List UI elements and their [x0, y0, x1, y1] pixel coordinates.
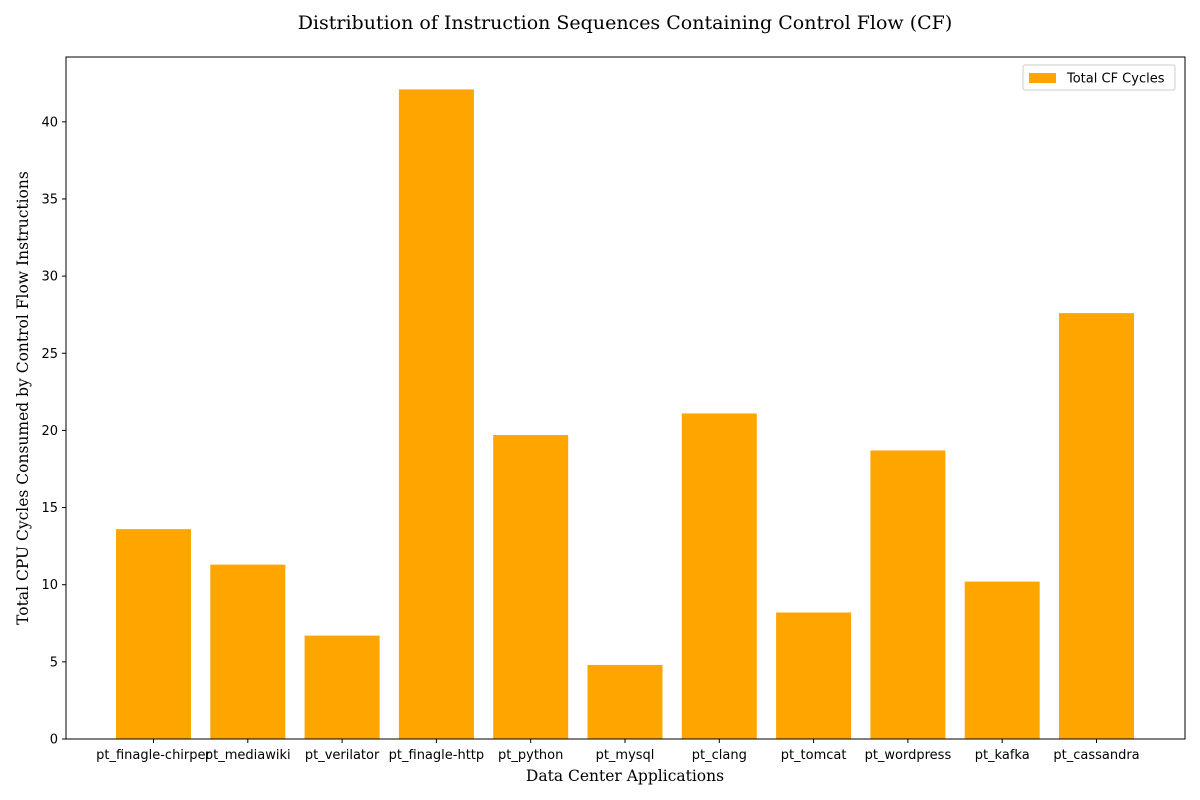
bar-pt_wordpress: [870, 450, 946, 739]
legend-box: [1022, 64, 1176, 91]
x-tick-label: pt_mysql: [596, 748, 655, 763]
x-tick-label: pt_verilator: [305, 748, 380, 763]
bar-pt_finagle-chirper: [116, 529, 191, 739]
y-tick-label: 35: [41, 192, 58, 207]
x-tick-label: pt_wordpress: [865, 748, 952, 763]
x-tick-label: pt_mediawiki: [205, 748, 291, 763]
bars-group: [116, 89, 1134, 740]
x-tick-label: pt_python: [498, 748, 563, 763]
y-tick-label: 5: [50, 655, 58, 670]
y-tick-label: 20: [41, 424, 58, 439]
legend-swatch: [1029, 73, 1056, 83]
bar-pt_cassandra: [1059, 313, 1134, 739]
x-tick-label: pt_tomcat: [781, 748, 847, 763]
bar-pt_python: [493, 435, 569, 739]
bar-pt_finagle-http: [398, 89, 474, 740]
bar-pt_tomcat: [776, 612, 852, 739]
x-tick-label: pt_clang: [692, 748, 747, 763]
y-tick-label: 15: [41, 501, 58, 516]
bar-pt_mysql: [587, 664, 663, 739]
chart-title: Distribution of Instruction Sequences Co…: [298, 12, 953, 34]
y-tick-label: 0: [50, 733, 58, 748]
legend-label: Total CF Cycles: [1066, 72, 1165, 87]
x-tick-label: pt_cassandra: [1053, 748, 1139, 763]
y-tick-label: 30: [41, 270, 58, 285]
y-axis-label: Total CPU Cycles Consumed by Control Flo…: [14, 171, 32, 625]
plot-frame: [65, 56, 1186, 740]
x-tick-label: pt_finagle-http: [389, 748, 484, 763]
x-tick-label: pt_kafka: [975, 748, 1030, 763]
legend: Total CF Cycles: [1022, 64, 1176, 91]
bar-pt_clang: [681, 413, 757, 739]
y-tick-label: 40: [41, 115, 58, 130]
x-axis-label: Data Center Applications: [526, 767, 724, 785]
bar-pt_mediawiki: [210, 564, 286, 739]
y-tick-label: 10: [41, 578, 58, 593]
y-axis: 0 5 10 15 20 25 30 35 40: [41, 115, 66, 748]
bar-pt_kafka: [964, 581, 1040, 739]
x-tick-label: pt_finagle-chirper: [96, 748, 211, 763]
y-tick-label: 25: [41, 347, 58, 362]
bar-pt_verilator: [304, 635, 380, 739]
